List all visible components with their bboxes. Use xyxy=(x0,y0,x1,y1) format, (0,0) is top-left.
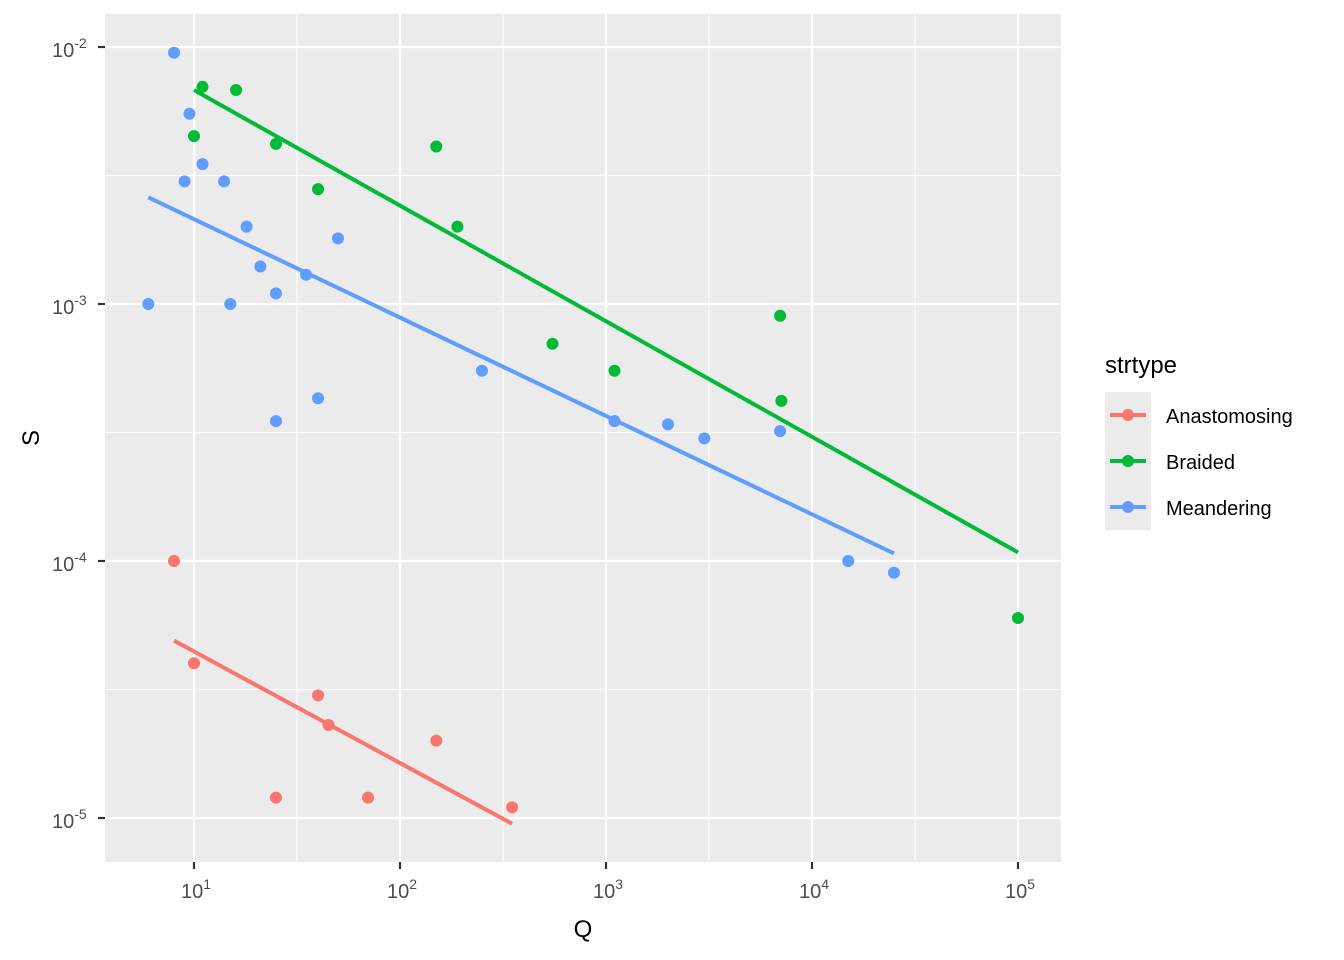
legend-label: Meandering xyxy=(1166,498,1272,520)
legend-point-icon xyxy=(1122,455,1134,467)
major-gridlines xyxy=(105,14,1061,862)
data-point-braided xyxy=(196,80,209,93)
data-point-braided xyxy=(188,130,200,143)
data-point-braided xyxy=(451,220,464,233)
legend: strtype Anastomosing Braided Meandering xyxy=(1105,352,1293,530)
data-point-meandering xyxy=(178,175,191,188)
legend-point-icon xyxy=(1122,409,1134,421)
data-point-braided xyxy=(1012,612,1024,625)
data-point-meandering xyxy=(183,107,196,120)
data-point-meandering xyxy=(842,555,855,567)
data-point-meandering xyxy=(168,46,181,59)
x-tick-label: 101 xyxy=(181,876,211,903)
y-tick-label: 10-5 xyxy=(52,806,87,833)
data-point-anastomosing xyxy=(188,657,200,670)
data-point-meandering xyxy=(774,425,787,438)
y-tick-label: 10-2 xyxy=(52,35,87,62)
data-point-meandering xyxy=(269,415,282,428)
regression-lines xyxy=(147,88,1019,826)
data-point-meandering xyxy=(218,175,231,188)
legend-label: Braided xyxy=(1166,452,1235,474)
data-point-meandering xyxy=(312,392,325,405)
y-tick-label: 10-4 xyxy=(52,549,87,576)
data-point-anastomosing xyxy=(269,791,282,804)
x-axis: 101 102 103 104 105 xyxy=(181,862,1035,903)
legend-item-meandering: Meandering xyxy=(1110,498,1272,520)
legend-title: strtype xyxy=(1105,352,1177,379)
data-point-meandering xyxy=(269,287,282,300)
data-point-meandering xyxy=(224,298,237,310)
data-point-meandering xyxy=(142,298,155,310)
data-point-meandering xyxy=(331,232,344,245)
data-point-braided xyxy=(546,337,559,350)
data-points xyxy=(142,46,1024,814)
data-point-anastomosing xyxy=(312,689,325,702)
data-point-meandering xyxy=(887,566,900,579)
data-point-meandering xyxy=(196,158,209,171)
data-point-braided xyxy=(269,137,282,150)
data-point-anastomosing xyxy=(168,555,181,567)
legend-item-anastomosing: Anastomosing xyxy=(1110,406,1293,428)
data-point-anastomosing xyxy=(362,791,375,804)
data-point-braided xyxy=(608,364,621,377)
x-axis-title: Q xyxy=(574,916,593,943)
legend-label: Anastomosing xyxy=(1166,406,1293,428)
y-axis: 10-2 10-3 10-4 10-5 xyxy=(52,35,105,833)
x-tick-label: 105 xyxy=(1005,876,1035,903)
data-point-anastomosing xyxy=(322,719,335,732)
data-point-braided xyxy=(774,309,787,322)
x-tick-label: 102 xyxy=(387,876,417,903)
data-point-braided xyxy=(430,140,443,153)
data-point-anastomosing xyxy=(506,801,519,814)
data-point-meandering xyxy=(662,418,675,431)
data-point-meandering xyxy=(698,432,711,445)
y-axis-title: S xyxy=(18,430,45,446)
x-tick-label: 104 xyxy=(799,876,829,903)
data-point-meandering xyxy=(475,364,488,377)
fit-line-braided xyxy=(193,88,1019,555)
y-tick-label: 10-3 xyxy=(52,292,87,319)
data-point-meandering xyxy=(300,268,313,281)
data-point-meandering xyxy=(608,415,621,428)
legend-point-icon xyxy=(1122,501,1134,513)
data-point-braided xyxy=(230,84,243,97)
fit-line-anastomosing xyxy=(173,638,514,826)
fit-line-meandering xyxy=(147,195,895,556)
x-tick-label: 103 xyxy=(593,876,623,903)
legend-item-braided: Braided xyxy=(1110,452,1235,474)
data-point-braided xyxy=(312,183,325,196)
data-point-meandering xyxy=(240,220,253,233)
plot-panel xyxy=(105,14,1061,862)
data-point-anastomosing xyxy=(430,734,443,747)
data-point-meandering xyxy=(254,260,267,273)
data-point-braided xyxy=(775,394,788,407)
